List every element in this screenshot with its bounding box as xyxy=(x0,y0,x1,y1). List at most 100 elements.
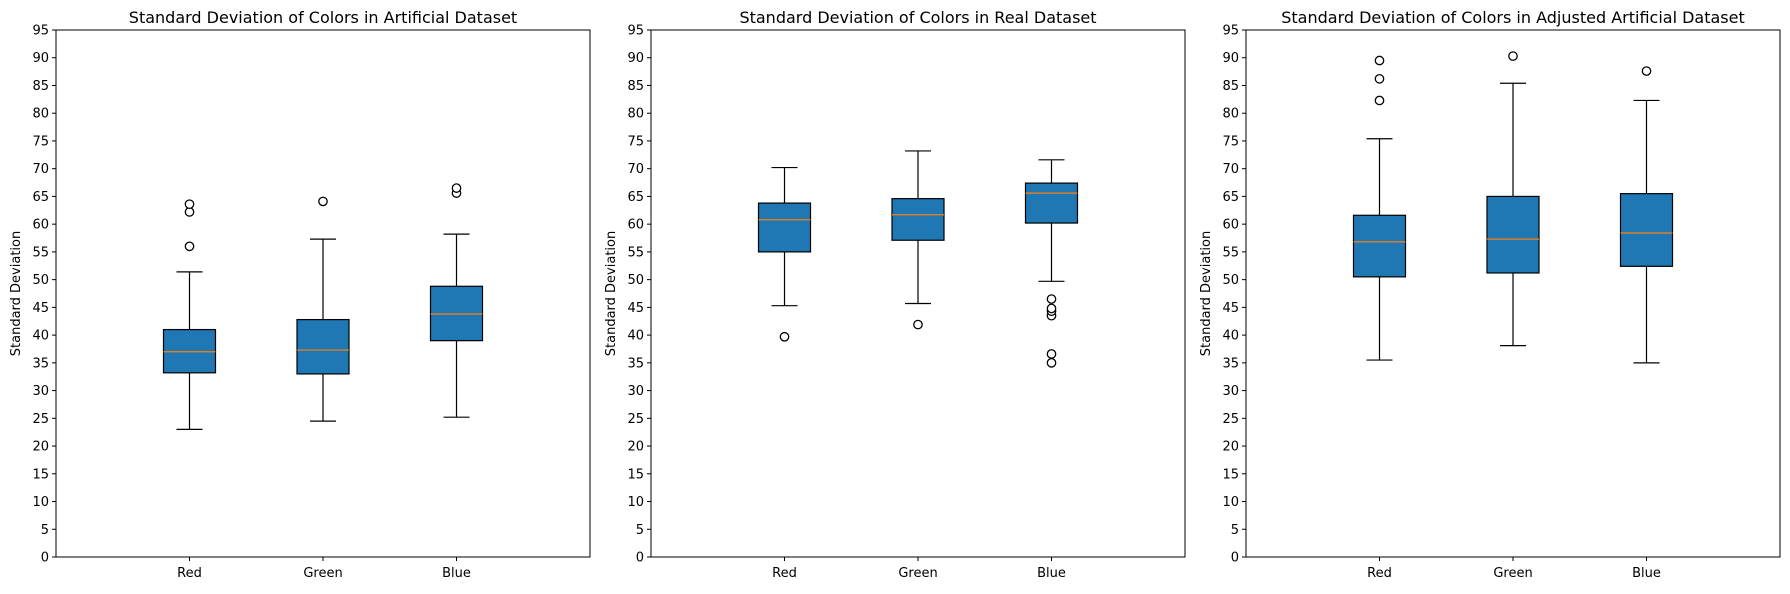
chart-panel-2: Standard Deviation of Colors in Real Dat… xyxy=(604,8,1186,581)
x-tick-label: Blue xyxy=(1037,566,1066,581)
y-tick-label: 50 xyxy=(1222,273,1239,288)
y-tick-label: 35 xyxy=(32,356,49,371)
iqr-box xyxy=(891,198,945,241)
x-tick-label: Red xyxy=(1367,566,1392,581)
outlier-point xyxy=(913,319,923,330)
y-tick-label: 65 xyxy=(32,190,49,205)
y-tick-label: 50 xyxy=(32,273,49,288)
box-green xyxy=(891,150,945,330)
y-tick-label: 10 xyxy=(627,495,644,510)
y-tick-label: 20 xyxy=(627,440,644,455)
y-tick-label: 5 xyxy=(636,523,644,538)
y-tick-label: 40 xyxy=(627,329,644,344)
axes-frame xyxy=(1245,29,1781,558)
y-tick-label: 70 xyxy=(1222,162,1239,177)
y-tick-label: 0 xyxy=(636,551,644,566)
box-blue xyxy=(1024,159,1079,368)
y-tick-label: 70 xyxy=(627,162,644,177)
box-red xyxy=(757,166,812,342)
x-tick-label: Red xyxy=(772,566,797,581)
box-red xyxy=(162,199,217,431)
y-tick-label: 80 xyxy=(32,107,49,122)
outlier-point xyxy=(184,241,195,252)
outlier-point xyxy=(1374,55,1385,66)
y-tick-label: 15 xyxy=(1222,467,1239,482)
y-tick-label: 75 xyxy=(32,134,49,149)
outlier-point xyxy=(1046,357,1057,368)
outlier-point xyxy=(318,196,328,207)
box-blue xyxy=(1619,66,1674,364)
y-tick-label: 10 xyxy=(32,495,49,510)
y-tick-label: 25 xyxy=(627,412,644,427)
y-tick-label: 85 xyxy=(627,79,644,94)
outlier-point xyxy=(1374,95,1385,106)
x-tick-label: Green xyxy=(303,566,342,581)
y-tick-label: 75 xyxy=(627,134,644,149)
y-tick-label: 60 xyxy=(627,218,644,233)
y-tick-label: 45 xyxy=(627,301,644,316)
x-tick-label: Green xyxy=(1493,566,1532,581)
x-tick-label: Green xyxy=(898,566,937,581)
y-tick-label: 25 xyxy=(32,412,49,427)
outlier-point xyxy=(1374,73,1385,84)
y-tick-label: 85 xyxy=(32,79,49,94)
y-tick-label: 60 xyxy=(32,218,49,233)
chart-title: Standard Deviation of Colors in Adjusted… xyxy=(1281,8,1745,27)
y-tick-label: 95 xyxy=(1222,24,1239,39)
y-tick-label: 70 xyxy=(32,162,49,177)
y-tick-label: 90 xyxy=(1222,51,1239,66)
y-tick-label: 25 xyxy=(1222,412,1239,427)
y-tick-label: 45 xyxy=(32,301,49,316)
y-tick-label: 80 xyxy=(1222,107,1239,122)
y-tick-label: 55 xyxy=(32,245,49,260)
y-tick-label: 35 xyxy=(1222,356,1239,371)
chart-panel-1: Standard Deviation of Colors in Artifici… xyxy=(9,8,591,581)
y-tick-label: 65 xyxy=(1222,190,1239,205)
box-green xyxy=(1486,51,1540,347)
axes-frame xyxy=(55,29,591,558)
y-tick-label: 50 xyxy=(627,273,644,288)
y-tick-label: 85 xyxy=(1222,79,1239,94)
y-tick-label: 0 xyxy=(1231,551,1239,566)
y-tick-label: 5 xyxy=(1231,523,1239,538)
y-tick-label: 95 xyxy=(32,24,49,39)
y-tick-label: 15 xyxy=(627,467,644,482)
outlier-point xyxy=(451,183,462,193)
iqr-box xyxy=(296,318,350,375)
y-tick-label: 90 xyxy=(32,51,49,66)
y-tick-label: 55 xyxy=(1222,245,1239,260)
chart-panel-3: Standard Deviation of Colors in Adjusted… xyxy=(1199,8,1781,581)
outlier-point xyxy=(1046,303,1057,314)
iqr-box xyxy=(1486,195,1540,274)
y-axis-label: Standard Deviation xyxy=(604,231,619,356)
x-tick-label: Blue xyxy=(1632,566,1661,581)
x-tick-label: Blue xyxy=(442,566,471,581)
iqr-box xyxy=(1352,214,1407,278)
outlier-point xyxy=(1046,294,1057,304)
y-tick-label: 0 xyxy=(41,551,49,566)
iqr-box xyxy=(1619,193,1674,267)
outlier-point xyxy=(1641,66,1652,76)
y-tick-label: 5 xyxy=(41,523,49,538)
y-tick-label: 40 xyxy=(1222,329,1239,344)
box-blue xyxy=(429,183,484,418)
y-tick-label: 40 xyxy=(32,329,49,344)
outlier-point xyxy=(184,199,195,210)
y-tick-label: 60 xyxy=(1222,218,1239,233)
y-tick-label: 30 xyxy=(32,384,49,399)
y-tick-label: 30 xyxy=(1222,384,1239,399)
chart-title: Standard Deviation of Colors in Artifici… xyxy=(129,8,517,27)
y-axis-label: Standard Deviation xyxy=(9,231,24,356)
iqr-box xyxy=(757,202,812,253)
y-tick-label: 45 xyxy=(1222,301,1239,316)
y-tick-label: 80 xyxy=(627,107,644,122)
y-tick-label: 10 xyxy=(1222,495,1239,510)
y-tick-label: 35 xyxy=(627,356,644,371)
outlier-point xyxy=(1046,349,1057,359)
y-axis-label: Standard Deviation xyxy=(1199,231,1214,356)
y-tick-label: 75 xyxy=(1222,134,1239,149)
y-tick-label: 15 xyxy=(32,467,49,482)
chart-title: Standard Deviation of Colors in Real Dat… xyxy=(739,8,1096,27)
